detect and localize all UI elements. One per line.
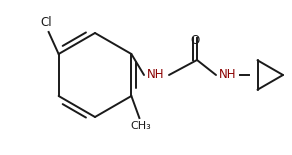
- Text: NH: NH: [219, 67, 237, 80]
- Text: NH: NH: [147, 67, 165, 80]
- Text: O: O: [190, 34, 200, 47]
- Text: CH₃: CH₃: [130, 121, 151, 131]
- Text: Cl: Cl: [41, 16, 53, 29]
